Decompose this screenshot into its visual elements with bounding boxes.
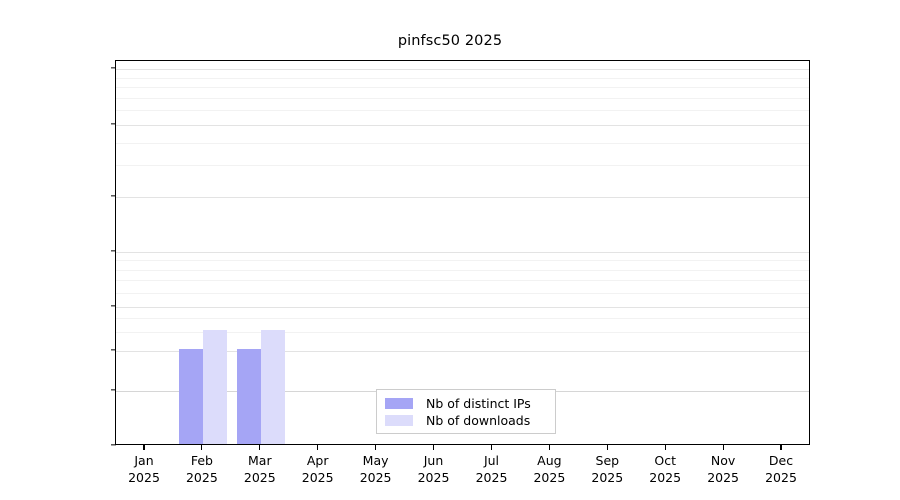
legend-item-distinct-ips[interactable]: Nb of distinct IPs [385, 395, 547, 412]
gridline [116, 331, 809, 333]
x-tick-year: 2025 [301, 470, 334, 485]
x-tick-mark [664, 445, 666, 450]
x-tick-mark [375, 445, 377, 450]
plot-area [115, 60, 810, 445]
chart-legend[interactable]: Nb of distinct IPs Nb of downloads [376, 389, 556, 434]
gridline [116, 292, 809, 294]
x-tick-month: Nov [710, 453, 736, 468]
x-tick-label: Sep 2025 [567, 452, 647, 486]
x-tick-label: Aug 2025 [509, 452, 589, 486]
x-tick-mark [317, 445, 319, 450]
x-tick-month: Jun [423, 453, 444, 468]
gridline [116, 165, 809, 167]
gridline [116, 269, 809, 271]
legend-label: Nb of downloads [426, 413, 531, 428]
gridline [116, 260, 809, 262]
gridline [116, 77, 809, 79]
x-tick-label: Oct 2025 [625, 452, 705, 486]
x-tick-label: Jul 2025 [452, 452, 532, 486]
gridline [116, 280, 809, 282]
x-tick-mark [201, 445, 203, 450]
x-tick-month: Jan [134, 453, 154, 468]
x-tick-month: Oct [654, 453, 676, 468]
x-tick-mark [548, 445, 550, 450]
y-tick-mark [111, 305, 116, 307]
x-tick-mark [606, 445, 608, 450]
x-tick-year: 2025 [185, 470, 218, 485]
gridline [116, 252, 809, 253]
bar-distinct-ips-feb[interactable] [178, 349, 203, 444]
x-tick-label: Jan 2025 [104, 452, 184, 486]
x-tick-mark [780, 445, 782, 450]
legend-item-downloads[interactable]: Nb of downloads [385, 412, 547, 429]
x-tick-label: May 2025 [336, 452, 416, 486]
gridline [116, 87, 809, 88]
x-tick-mark [722, 445, 724, 450]
x-tick-month: Aug [537, 453, 562, 468]
x-tick-label: Jun 2025 [394, 452, 474, 486]
legend-label: Nb of distinct IPs [426, 396, 531, 411]
y-tick-mark [111, 389, 116, 391]
x-tick-mark [490, 445, 493, 450]
x-tick-year: 2025 [591, 470, 624, 485]
gridline [116, 69, 809, 70]
y-tick-mark [111, 67, 116, 69]
x-tick-month: Feb [190, 453, 213, 468]
y-tick-mark [111, 444, 116, 446]
x-tick-month: Mar [248, 453, 272, 468]
x-tick-label: Mar 2025 [220, 452, 300, 486]
bar-downloads-feb[interactable] [202, 329, 227, 444]
bar-distinct-ips-mar[interactable] [236, 349, 261, 444]
x-tick-month: Jul [483, 453, 500, 468]
gridline [116, 351, 809, 352]
gridline [116, 317, 809, 319]
y-tick-mark [111, 195, 116, 197]
x-tick-year: 2025 [243, 470, 276, 485]
x-tick-year: 2025 [359, 470, 392, 485]
gridline [116, 197, 809, 198]
x-tick-mark [432, 445, 435, 450]
x-tick-year: 2025 [417, 470, 450, 485]
x-tick-mark [143, 445, 145, 450]
x-tick-month: Sep [595, 453, 620, 468]
x-tick-year: 2025 [533, 470, 566, 485]
legend-swatch-icon [385, 398, 413, 409]
bar-downloads-mar[interactable] [260, 329, 285, 444]
x-tick-mark [259, 445, 261, 450]
x-tick-label: Apr 2025 [278, 452, 358, 486]
x-tick-label: Nov 2025 [683, 452, 763, 486]
x-tick-year: 2025 [128, 470, 160, 485]
x-tick-year: 2025 [475, 470, 508, 485]
x-tick-year: 2025 [765, 470, 797, 485]
x-tick-year: 2025 [707, 470, 739, 485]
x-tick-month: May [362, 453, 389, 468]
gridline [116, 97, 809, 99]
x-tick-label: Feb 2025 [162, 452, 242, 486]
chart-title: pinfsc50 2025 [397, 33, 503, 49]
y-tick-mark [111, 123, 116, 125]
x-tick-year: 2025 [649, 470, 682, 485]
legend-swatch-icon [385, 415, 413, 426]
gridline [116, 125, 809, 126]
gridline [116, 307, 809, 308]
gridline [116, 142, 809, 144]
x-tick-month: Dec [768, 453, 794, 468]
x-tick-label: Dec 2025 [741, 452, 821, 486]
gridline [116, 110, 809, 112]
y-tick-mark [111, 349, 116, 351]
x-tick-month: Apr [306, 453, 329, 468]
y-tick-mark [111, 250, 116, 252]
